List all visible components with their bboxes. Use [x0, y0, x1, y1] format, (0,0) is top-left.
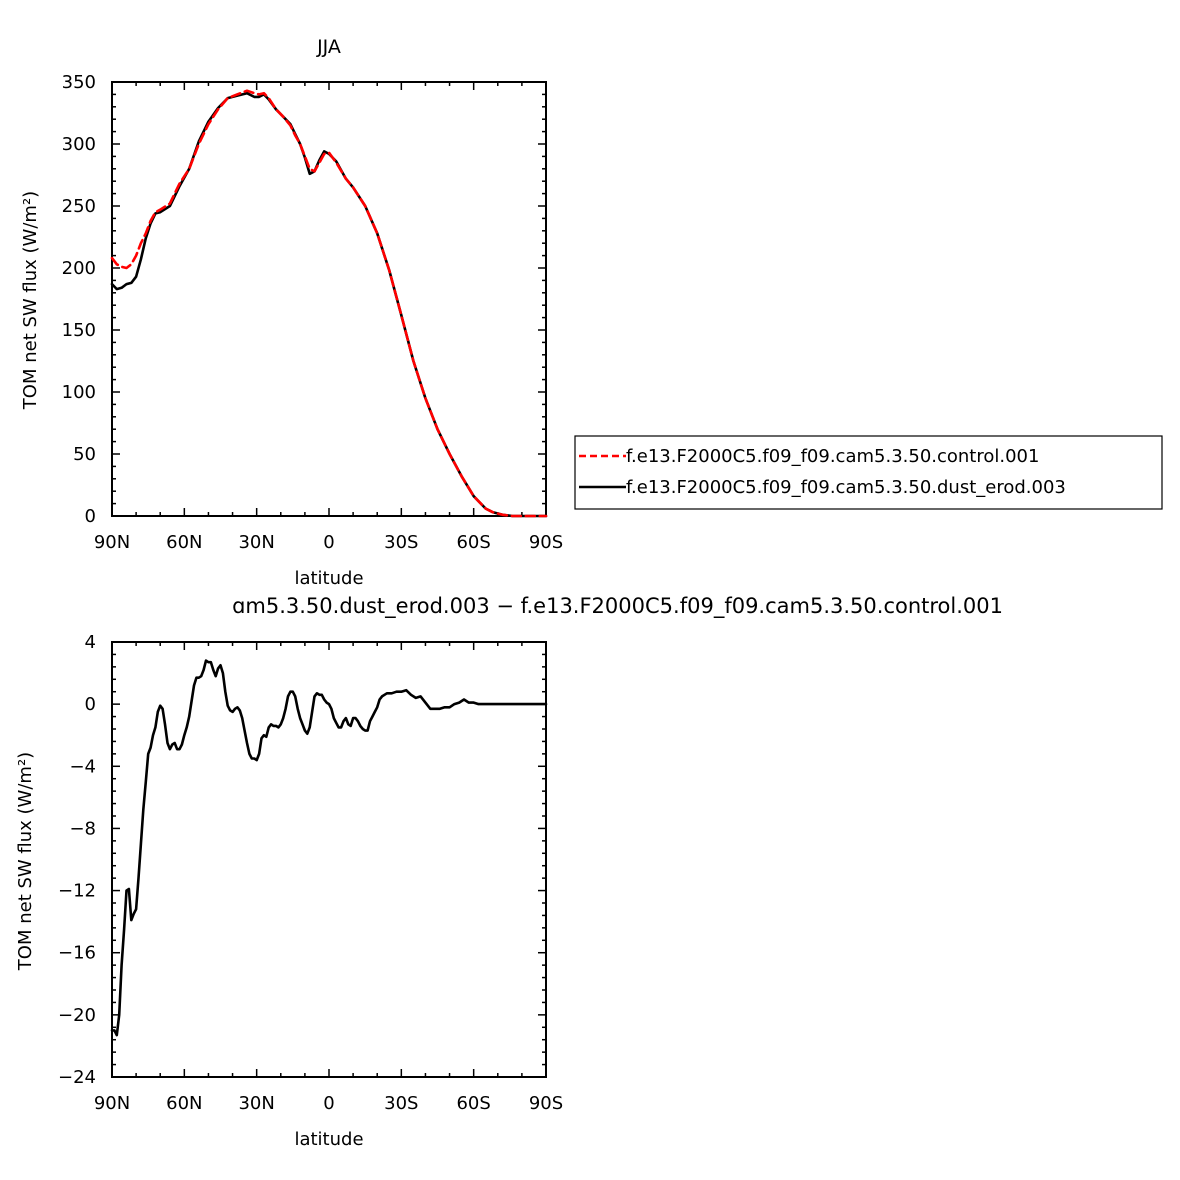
bottom-y-tick-label: −12	[58, 881, 96, 902]
bottom-y-tick-label: −16	[58, 943, 96, 964]
bottom-x-tick-label: 60N	[166, 1093, 202, 1114]
top-chart-panel: JJA 90N 60N 30N 0 30S 60S 90S 0 50 100 150 200 250 30…	[20, 36, 563, 589]
legend-label-dust: f.e13.F2000C5.f09_f09.cam5.3.50.dust_ero…	[626, 477, 1066, 498]
top-x-tick-label: 60S	[456, 532, 490, 553]
top-y-axis-label: TOM net SW flux (W/m²)	[20, 191, 41, 410]
top-plot-frame	[111, 81, 547, 517]
bottom-y-axis-label: TOM net SW flux (W/m²)	[15, 752, 36, 971]
top-y-tick-label: 150	[62, 320, 96, 341]
bottom-x-tick-label: 90N	[94, 1093, 130, 1114]
top-x-tick-label: 90N	[94, 532, 130, 553]
bottom-y-tick-label: −24	[58, 1067, 96, 1088]
bottom-plot-area: 90N 60N 30N 0 30S 60S 90S −24 −20 −16 −12 −8 −4 0 4	[58, 632, 563, 1114]
bottom-series-line-0	[110, 659, 548, 1037]
legend: f.e13.F2000C5.f09_f09.cam5.3.50.control.…	[574, 435, 1163, 510]
top-plot-area: 90N 60N 30N 0 30S 60S 90S 0 50 100 150 200 250 300 350	[62, 72, 564, 553]
bottom-y-tick-label: −20	[58, 1005, 96, 1026]
top-series-line-1	[110, 91, 548, 518]
bottom-x-tick-label: 90S	[529, 1093, 563, 1114]
bottom-x-tick-label: 30S	[384, 1093, 418, 1114]
bottom-y-tick-label: −8	[69, 818, 96, 839]
bottom-plot-frame	[111, 641, 547, 1078]
top-series-line-0	[110, 89, 548, 518]
bottom-chart-panel: ɑm5.3.50.dust_erod.003 − f.e13.F2000C5.f…	[15, 594, 1003, 1150]
top-x-tick-label: 90S	[529, 532, 563, 553]
top-x-tick-label: 30N	[238, 532, 274, 553]
bottom-x-tick-label: 30N	[238, 1093, 274, 1114]
top-y-tick-label: 0	[85, 506, 96, 527]
top-y-tick-label: 200	[62, 258, 96, 279]
bottom-x-axis-label: latitude	[294, 1129, 363, 1150]
top-x-tick-label: 60N	[166, 532, 202, 553]
bottom-x-tick-label: 0	[323, 1093, 334, 1114]
top-y-tick-label: 300	[62, 134, 96, 155]
bottom-y-tick-label: 4	[85, 632, 96, 653]
top-x-axis-label: latitude	[294, 568, 363, 589]
top-y-tick-label: 250	[62, 196, 96, 217]
bottom-x-tick-label: 60S	[456, 1093, 490, 1114]
top-y-tick-label: 100	[62, 382, 96, 403]
legend-label-control: f.e13.F2000C5.f09_f09.cam5.3.50.control.…	[626, 446, 1039, 467]
top-x-tick-label: 0	[323, 532, 334, 553]
bottom-y-tick-label: −4	[69, 756, 96, 777]
legend-box	[574, 435, 1163, 510]
top-y-tick-label: 50	[73, 444, 96, 465]
top-chart-title: JJA	[316, 36, 341, 58]
top-y-tick-label: 350	[62, 72, 96, 93]
bottom-y-tick-label: 0	[85, 694, 96, 715]
bottom-chart-title: ɑm5.3.50.dust_erod.003 − f.e13.F2000C5.f…	[232, 594, 1003, 619]
top-x-tick-label: 30S	[384, 532, 418, 553]
